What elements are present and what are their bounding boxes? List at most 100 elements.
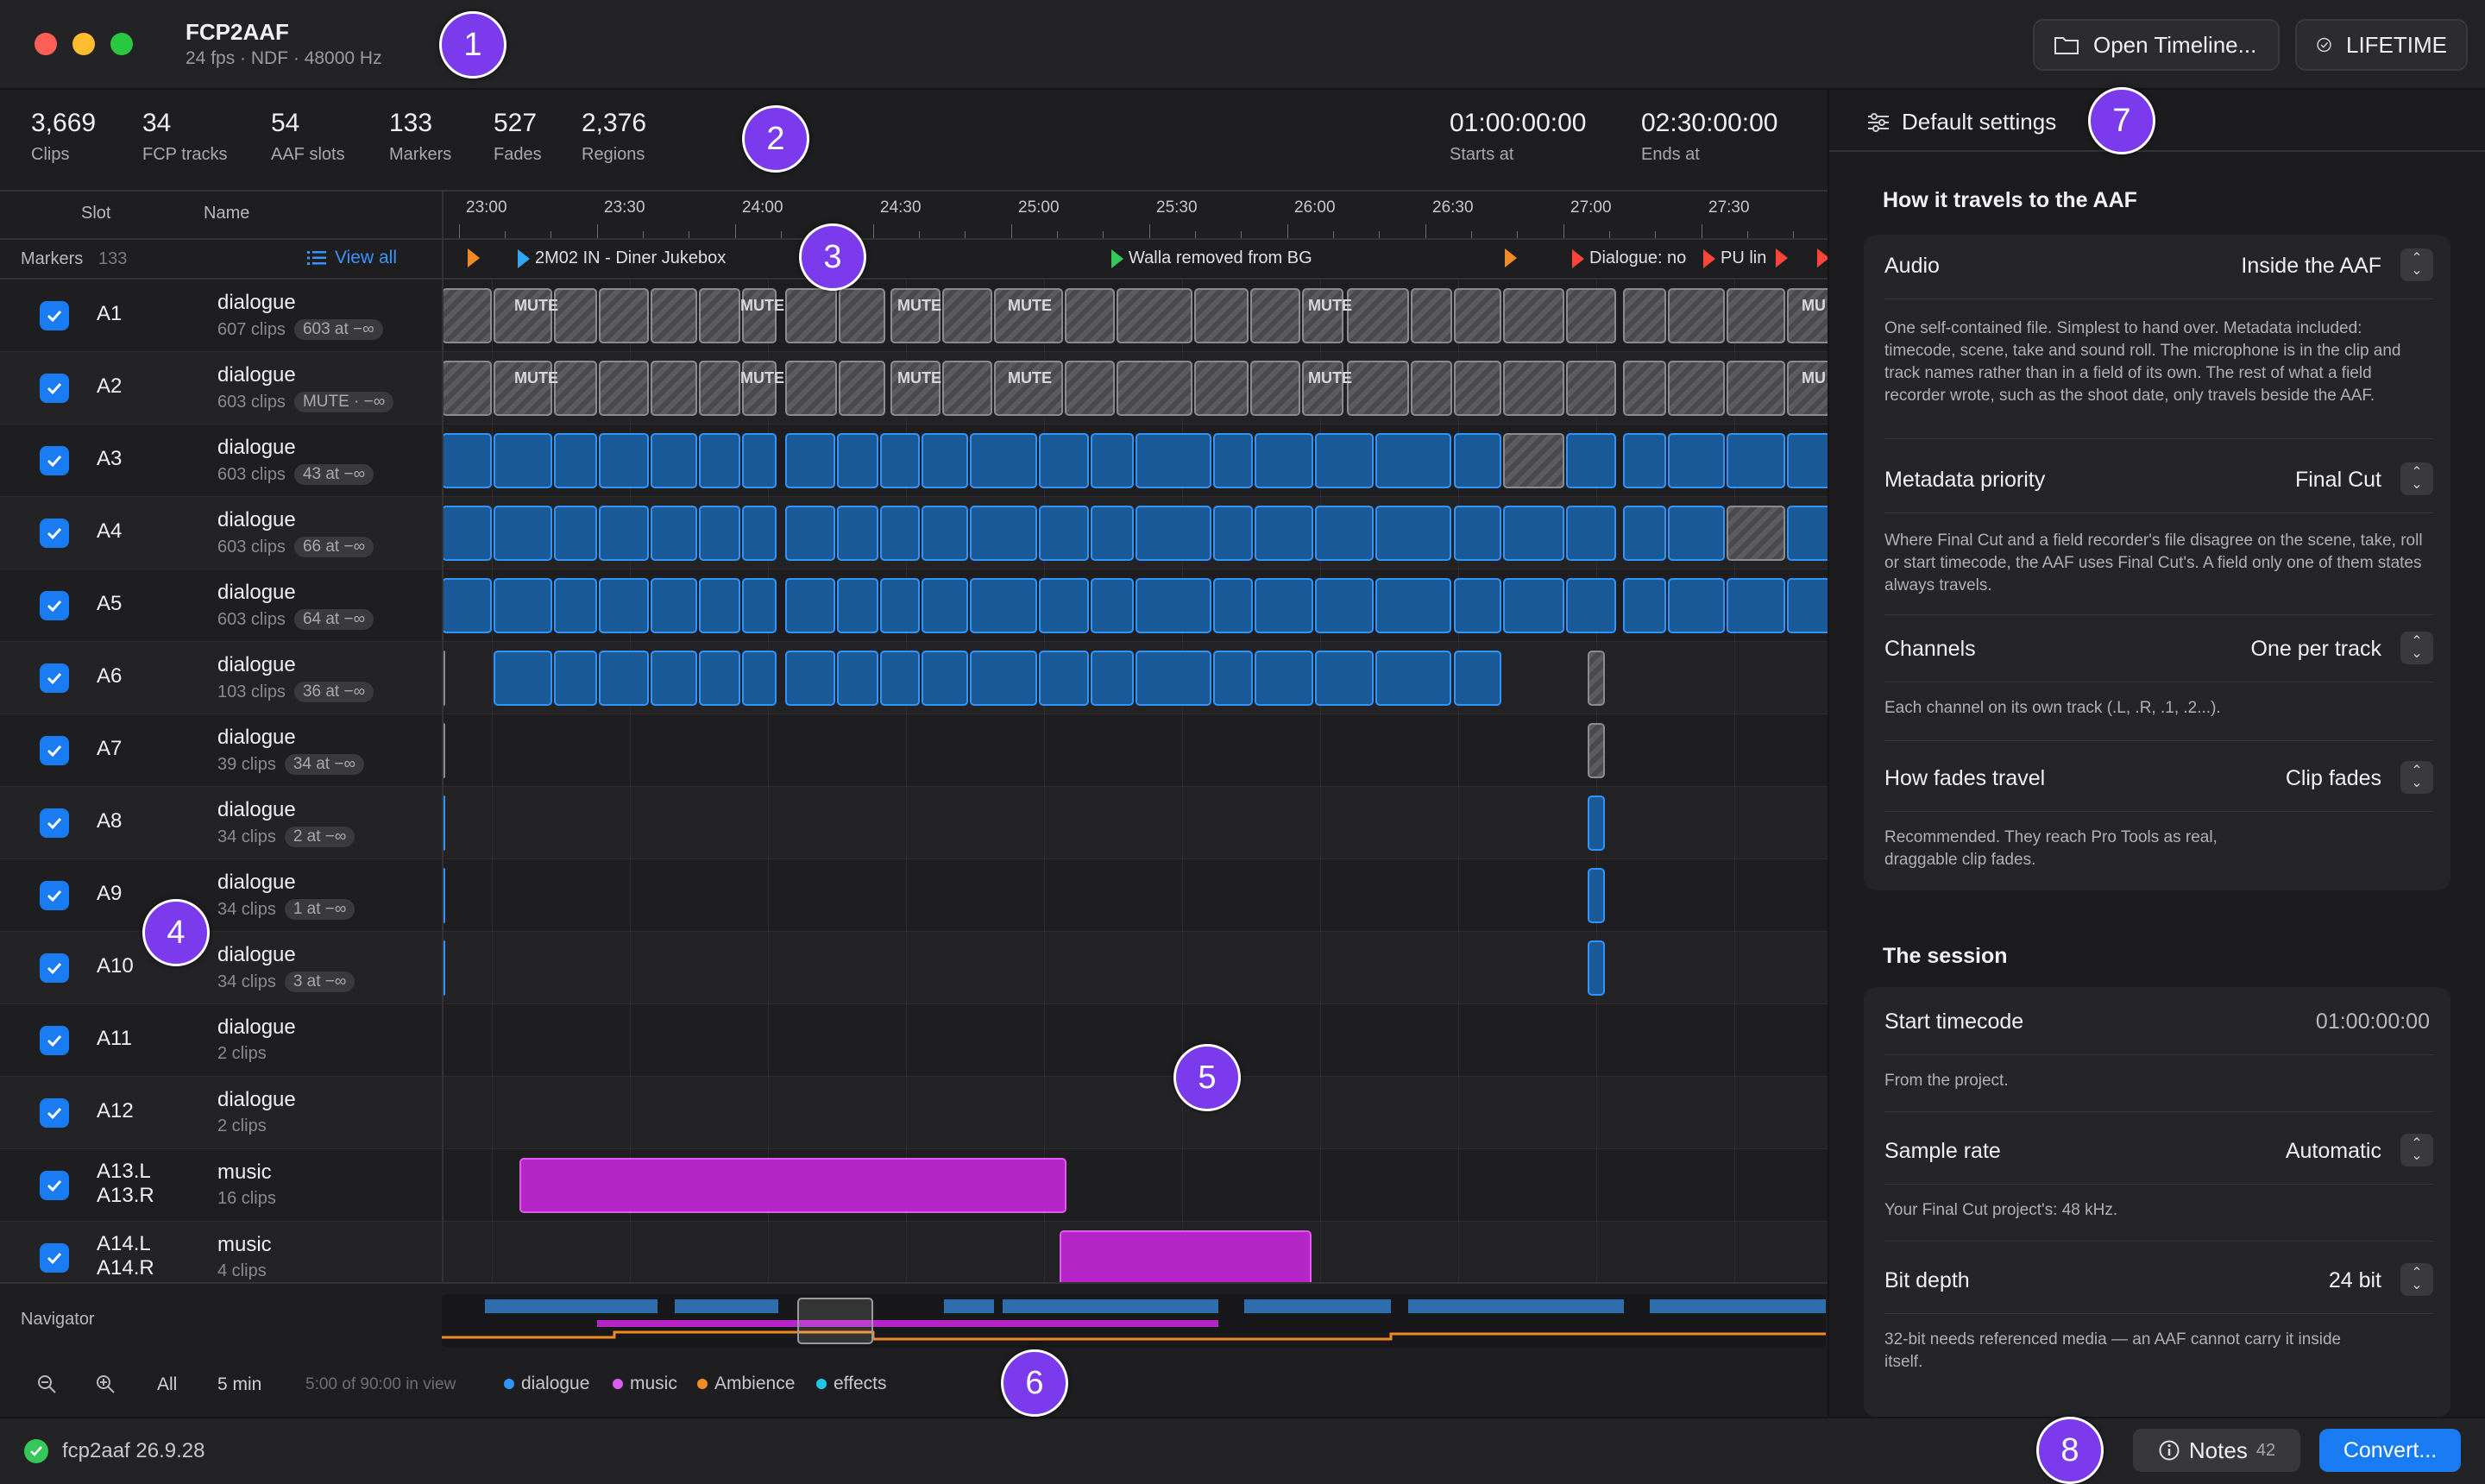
audio-clip[interactable]: [890, 288, 941, 343]
audio-clip[interactable]: [742, 433, 777, 488]
audio-clip[interactable]: [1375, 506, 1451, 561]
audio-clip[interactable]: [785, 433, 835, 488]
audio-clip[interactable]: [1787, 506, 1828, 561]
audio-clip[interactable]: [922, 506, 968, 561]
audio-clip[interactable]: [599, 433, 649, 488]
audio-clip[interactable]: [494, 506, 552, 561]
audio-clip[interactable]: [1117, 361, 1192, 416]
track-enabled-checkbox[interactable]: [40, 1171, 69, 1200]
bit-depth-stepper[interactable]: ⌃ ⌄: [2400, 1263, 2433, 1296]
track-row[interactable]: A14.L A14.R music 4 clips: [0, 1222, 1828, 1282]
audio-clip[interactable]: [742, 578, 777, 633]
metadata-priority-value[interactable]: Final Cut: [2294, 468, 2381, 492]
track-row[interactable]: A2 dialogue 603 clips MUTE · −∞ MUTE MUTE MUTE…: [0, 352, 1828, 424]
track-lane[interactable]: [442, 932, 1828, 1004]
audio-clip[interactable]: [890, 361, 941, 416]
track-row[interactable]: A1 dialogue 607 clips 603 at −∞ MUTE MUTE MUTE…: [0, 280, 1828, 352]
convert-button[interactable]: Convert...: [2319, 1429, 2461, 1472]
audio-clip[interactable]: [599, 651, 649, 706]
audio-clip[interactable]: [1213, 651, 1253, 706]
audio-clip[interactable]: [1503, 578, 1564, 633]
audio-stepper[interactable]: ⌃ ⌄: [2400, 248, 2433, 281]
track-enabled-checkbox[interactable]: [40, 808, 69, 838]
audio-clip[interactable]: [1566, 578, 1616, 633]
audio-clip[interactable]: [1347, 288, 1409, 343]
audio-clip[interactable]: [1668, 288, 1725, 343]
audio-clip[interactable]: [1315, 506, 1374, 561]
open-timeline-button[interactable]: Open Timeline...: [2033, 19, 2280, 71]
audio-clip[interactable]: [1566, 288, 1616, 343]
audio-clip[interactable]: [1787, 578, 1828, 633]
audio-clip[interactable]: [1454, 506, 1501, 561]
audio-clip[interactable]: [942, 288, 992, 343]
channels-stepper[interactable]: ⌃ ⌄: [2400, 632, 2433, 664]
track-row[interactable]: A10 dialogue 34 clips 3 at −∞: [0, 932, 1828, 1004]
audio-clip[interactable]: [1375, 578, 1451, 633]
track-row[interactable]: A12 dialogue 2 clips: [0, 1077, 1828, 1149]
zoom-5min-button[interactable]: 5 min: [217, 1374, 262, 1394]
audio-clip[interactable]: [785, 578, 835, 633]
track-lane[interactable]: [442, 497, 1828, 569]
track-row[interactable]: A7 dialogue 39 clips 34 at −∞: [0, 714, 1828, 787]
audio-clip[interactable]: [494, 361, 552, 416]
track-enabled-checkbox[interactable]: [40, 446, 69, 475]
audio-clip[interactable]: [442, 288, 492, 343]
audio-clip[interactable]: [1411, 288, 1452, 343]
audio-clip[interactable]: [994, 361, 1063, 416]
audio-clip[interactable]: [554, 578, 597, 633]
audio-clip[interactable]: [994, 288, 1063, 343]
audio-clip[interactable]: [1588, 651, 1605, 706]
audio-clip[interactable]: [922, 578, 968, 633]
audio-clip[interactable]: [554, 506, 597, 561]
audio-clip[interactable]: [1454, 651, 1501, 706]
audio-clip[interactable]: [1302, 288, 1343, 343]
track-row[interactable]: A5 dialogue 603 clips 64 at −∞: [0, 569, 1828, 642]
audio-clip[interactable]: [1623, 361, 1666, 416]
audio-clip[interactable]: [742, 506, 777, 561]
track-lane[interactable]: MUTE MUTE MUTE MUTE MUTE MU: [442, 352, 1828, 424]
track-row[interactable]: A13.L A13.R music 16 clips: [0, 1149, 1828, 1222]
audio-clip[interactable]: [1250, 361, 1300, 416]
audio-clip[interactable]: [742, 288, 777, 343]
audio-clip[interactable]: [1039, 578, 1089, 633]
audio-clip[interactable]: [1727, 578, 1785, 633]
audio-clip[interactable]: [1315, 651, 1374, 706]
track-enabled-checkbox[interactable]: [40, 663, 69, 693]
audio-clip[interactable]: [1375, 433, 1451, 488]
zoom-window-button[interactable]: [110, 33, 133, 55]
audio-clip[interactable]: [519, 1158, 1066, 1213]
channels-value[interactable]: One per track: [2250, 637, 2381, 661]
audio-clip[interactable]: [1213, 506, 1253, 561]
audio-clip[interactable]: [651, 651, 697, 706]
notes-button[interactable]: Notes 42: [2133, 1429, 2300, 1472]
audio-clip[interactable]: [1194, 288, 1249, 343]
audio-clip[interactable]: [837, 506, 878, 561]
marker[interactable]: PU lin: [1703, 248, 1766, 268]
audio-clip[interactable]: [839, 361, 885, 416]
track-enabled-checkbox[interactable]: [40, 591, 69, 620]
audio-clip[interactable]: [785, 361, 837, 416]
track-lane[interactable]: [442, 859, 1828, 932]
view-all-markers-link[interactable]: View all: [307, 248, 397, 268]
audio-clip[interactable]: [442, 578, 492, 633]
audio-clip[interactable]: [651, 578, 697, 633]
track-row[interactable]: A9 dialogue 34 clips 1 at −∞: [0, 859, 1828, 932]
track-row[interactable]: A8 dialogue 34 clips 2 at −∞: [0, 787, 1828, 859]
audio-clip[interactable]: [494, 651, 552, 706]
audio-clip[interactable]: [651, 288, 697, 343]
audio-clip[interactable]: [880, 506, 920, 561]
track-row[interactable]: A4 dialogue 603 clips 66 at −∞: [0, 497, 1828, 569]
audio-clip[interactable]: [1503, 433, 1564, 488]
audio-clip[interactable]: [970, 578, 1037, 633]
audio-clip[interactable]: [839, 288, 885, 343]
audio-clip[interactable]: [1623, 578, 1666, 633]
audio-clip[interactable]: [1503, 288, 1564, 343]
audio-clip[interactable]: [1566, 433, 1616, 488]
audio-clip[interactable]: [1375, 651, 1451, 706]
marker[interactable]: [1505, 248, 1517, 267]
audio-clip[interactable]: [1255, 433, 1313, 488]
audio-clip[interactable]: [1136, 433, 1211, 488]
audio-clip[interactable]: [1668, 578, 1725, 633]
audio-clip[interactable]: [1787, 433, 1828, 488]
audio-clip[interactable]: [699, 433, 740, 488]
